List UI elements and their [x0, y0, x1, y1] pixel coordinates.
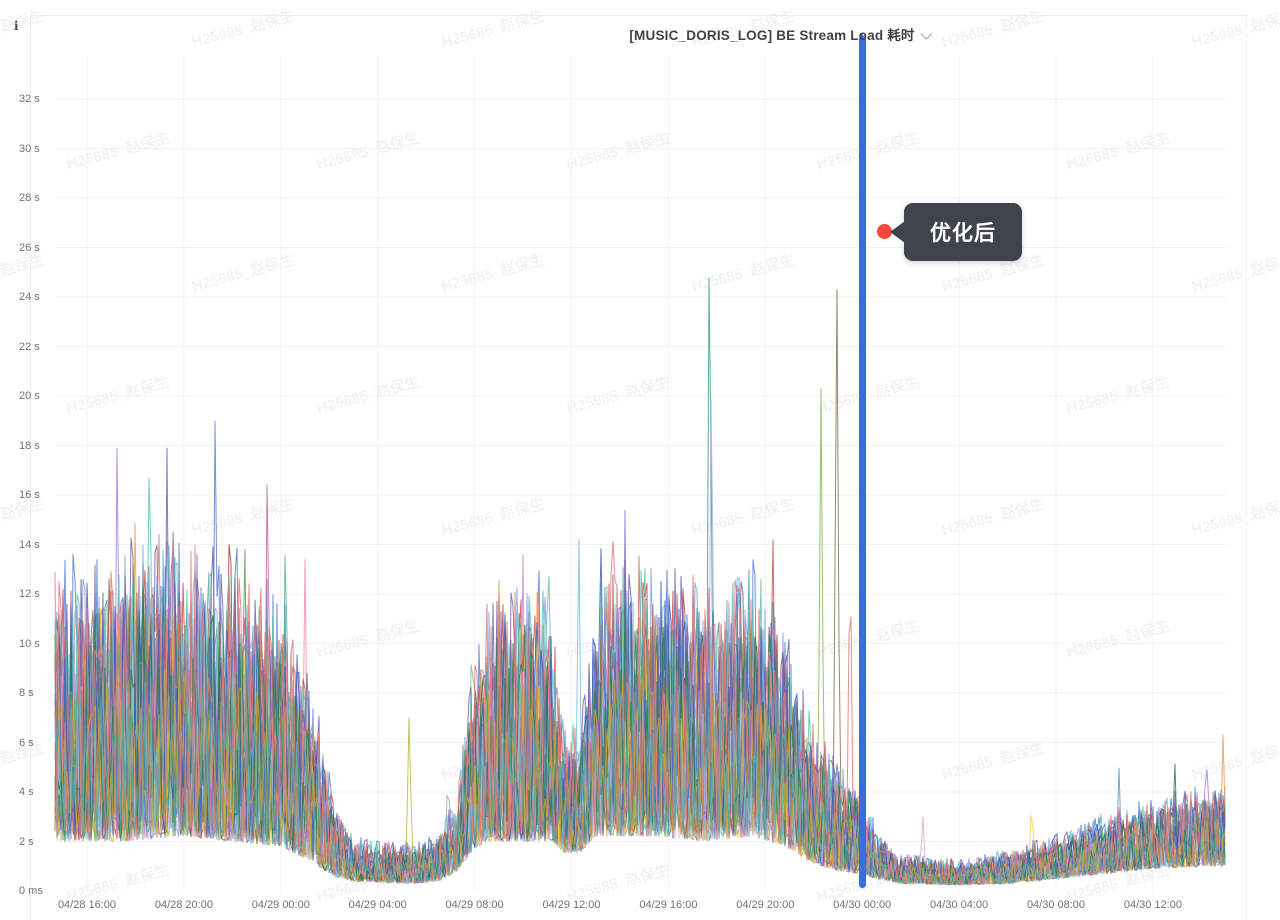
x-tick-label: 04/30 04:00 — [930, 899, 989, 911]
y-tick-label: 14 s — [19, 538, 40, 551]
annotation-line — [858, 39, 866, 888]
y-tick-label: 4 s — [19, 786, 34, 798]
y-tick-label: 10 s — [19, 637, 40, 650]
x-tick-label: 04/28 20:00 — [154, 899, 213, 911]
y-tick-label: 32 s — [19, 93, 40, 105]
info-icon[interactable]: i — [14, 19, 19, 33]
chevron-down-icon — [920, 28, 933, 40]
series-layer — [54, 277, 1226, 887]
annotation-marker-dot[interactable] — [877, 224, 892, 239]
panel-title-text: [MUSIC_DORIS_LOG] BE Stream Load 耗时 — [629, 28, 915, 43]
y-tick-label: 2 s — [19, 835, 34, 848]
annotation-line-tip — [858, 33, 865, 39]
x-tick-label: 04/28 16:00 — [57, 899, 117, 911]
x-tick-label: 04/29 20:00 — [736, 899, 795, 911]
y-tick-label: 22 s — [19, 340, 40, 353]
annotation-label: 优化后 — [930, 222, 996, 245]
x-tick-label: 04/30 12:00 — [1123, 899, 1182, 911]
x-tick-label: 04/29 12:00 — [542, 899, 601, 911]
y-tick-label: 24 s — [19, 291, 40, 303]
series-line — [54, 534, 1226, 886]
y-tick-label: 18 s — [19, 439, 40, 452]
x-tick-label: 04/29 00:00 — [251, 899, 310, 911]
panel-title[interactable]: [MUSIC_DORIS_LOG] BE Stream Load 耗时 — [629, 24, 933, 44]
annotation-callout: 优化后 — [890, 203, 1022, 261]
y-tick-label: 28 s — [19, 192, 40, 204]
y-tick-label: 20 s — [19, 390, 40, 402]
y-tick-label: 8 s — [19, 687, 34, 699]
x-tick-label: 04/29 08:00 — [445, 899, 504, 911]
annotation-callout-arrow — [890, 221, 905, 243]
y-tick-label: 6 s — [19, 736, 34, 749]
y-tick-label: 30 s — [19, 142, 40, 155]
panel-border-top — [30, 15, 1247, 16]
y-tick-label: 16 s — [19, 489, 40, 501]
y-tick-label: 26 s — [19, 241, 40, 254]
x-tick-label: 04/29 16:00 — [639, 899, 698, 911]
x-tick-label: 04/30 00:00 — [833, 899, 892, 911]
y-tick-label: 12 s — [19, 588, 40, 600]
y-tick-label: 0 ms — [19, 885, 43, 897]
panel-border-right — [1246, 15, 1247, 920]
series-line — [54, 555, 1226, 886]
x-tick-label: 04/30 08:00 — [1026, 899, 1086, 911]
x-tick-label: 04/29 04:00 — [348, 899, 407, 911]
panel-border-left — [30, 15, 31, 920]
